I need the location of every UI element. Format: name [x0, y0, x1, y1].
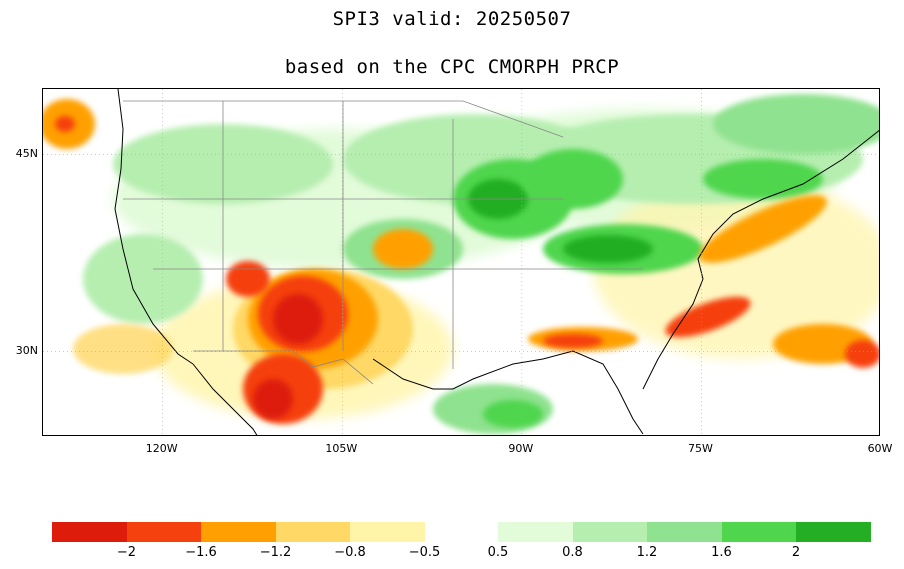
- baja-coast: [192, 363, 258, 435]
- colorbar-wet-box-1: [572, 522, 648, 542]
- gulf-coastline: [372, 350, 644, 435]
- lat-label-1: 30N: [15, 343, 38, 357]
- lat-label-0: 45N: [15, 146, 38, 160]
- colorbar-dry-box-4: [350, 522, 425, 542]
- colorbar-dry-box-1: [126, 522, 202, 542]
- colorbar-label-0: −2: [116, 545, 137, 560]
- lon-label-4: 60W: [867, 442, 893, 455]
- colorbar-wet-box-3: [721, 522, 797, 542]
- colorbar-label-7: 1.2: [636, 545, 658, 560]
- colorbar-label-6: 0.8: [562, 545, 583, 560]
- west-coastline: [114, 89, 194, 365]
- east-coastline: [642, 129, 879, 390]
- colorbar-dry-box-2: [201, 522, 276, 542]
- us-mexico-border: [193, 350, 374, 385]
- state-borders: [123, 100, 643, 385]
- lon-label-1: 105W: [325, 442, 358, 455]
- coastline-and-borders: [114, 89, 879, 435]
- colorbar-dry-box-3: [275, 522, 351, 542]
- lon-label-0: 120W: [145, 442, 178, 455]
- lon-label-3: 75W: [687, 442, 713, 455]
- colorbar-label-5: 0.5: [487, 545, 509, 560]
- colorbar-wet-box-2: [647, 522, 722, 542]
- colorbar-label-4: −0.5: [408, 545, 441, 560]
- colorbar-label-8: 1.6: [711, 545, 732, 560]
- spi-map: [43, 89, 879, 435]
- map-panel: [42, 88, 880, 436]
- title-line-1: SPI3 valid: 20250507: [332, 8, 572, 30]
- colorbar: [52, 522, 872, 542]
- colorbar-label-9: 2: [791, 545, 801, 560]
- title-line-2: based on the CPC CMORPH PRCP: [284, 56, 620, 78]
- colorbar-label-1: −1.6: [185, 545, 217, 560]
- lon-label-2: 90W: [508, 442, 534, 455]
- colorbar-wet-box-0: [498, 522, 573, 542]
- colorbar-label-3: −0.8: [334, 545, 366, 560]
- colorbar-label-2: −1.2: [259, 545, 292, 560]
- colorbar-wet-box-4: [796, 522, 871, 542]
- dry-anomaly-patches: [43, 99, 879, 424]
- colorbar-dry-box-0: [52, 522, 127, 542]
- us-canada-border: [123, 100, 564, 138]
